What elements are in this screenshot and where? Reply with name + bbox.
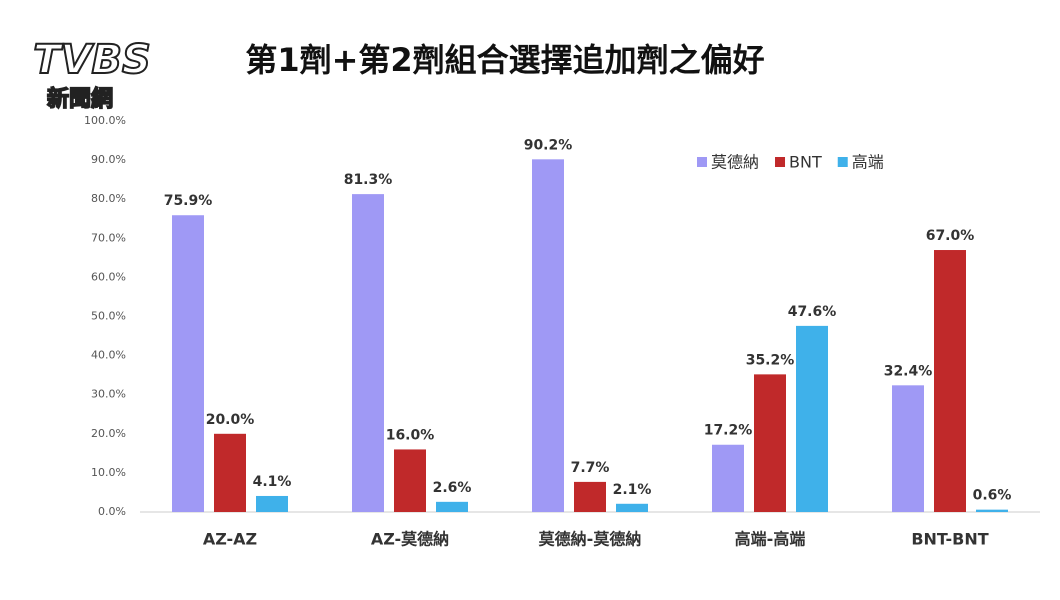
bar [172,215,204,512]
y-tick-label: 60.0% [91,270,126,283]
value-label: 0.6% [973,488,1012,504]
bar [532,159,564,512]
legend-swatch [775,157,786,167]
value-label: 7.7% [571,460,610,476]
chart-title: 第1劑+第2劑組合選擇追加劑之偏好 [245,41,764,79]
y-tick-label: 10.0% [91,466,126,479]
x-tick-label: AZ-莫德納 [371,530,449,549]
y-tick-label: 20.0% [91,427,126,440]
bar [892,385,924,512]
x-tick-label: 莫德納-莫德納 [538,530,642,549]
value-label: 81.3% [344,172,393,188]
bar [574,481,606,512]
value-label: 20.0% [206,412,255,428]
x-tick-label: 高端-高端 [735,530,806,549]
value-label: 16.0% [386,427,435,443]
value-label: 47.6% [788,304,837,320]
logo-name: 新聞網 [47,86,113,112]
bar [976,509,1008,512]
y-tick-label: 70.0% [91,231,126,244]
logo-brand: TVBS [33,37,151,83]
bar [394,449,426,512]
value-label: 75.9% [164,193,213,209]
legend-label: 莫德納 [711,153,759,172]
bar [796,325,828,512]
bar [712,444,744,512]
value-label: 32.4% [884,363,933,379]
value-label: 2.6% [433,480,472,496]
legend-swatch [697,157,707,167]
bar [436,501,468,512]
bar [214,433,246,512]
x-tick-label: AZ-AZ [203,530,257,549]
y-tick-label: 90.0% [91,153,126,166]
bar [352,194,384,512]
value-label: 90.2% [524,137,573,153]
legend-label: BNT [789,153,822,172]
y-tick-label: 30.0% [91,388,126,401]
y-tick-label: 100.0% [84,114,126,127]
bar [934,250,966,512]
bar [616,503,648,512]
value-label: 17.2% [704,423,753,439]
y-tick-label: 0.0% [98,505,126,518]
y-tick-label: 50.0% [91,310,126,323]
legend-swatch [837,157,848,167]
value-label: 4.1% [253,474,292,490]
value-label: 35.2% [746,352,795,368]
value-label: 2.1% [613,482,652,498]
logo: TVBS 新聞網 [32,36,152,113]
bar [754,374,786,512]
x-tick-label: BNT-BNT [911,530,988,549]
bar [256,495,288,512]
value-label: 67.0% [926,228,975,244]
y-tick-label: 40.0% [91,349,126,362]
legend-label: 高端 [852,153,884,172]
y-tick-label: 80.0% [91,192,126,205]
